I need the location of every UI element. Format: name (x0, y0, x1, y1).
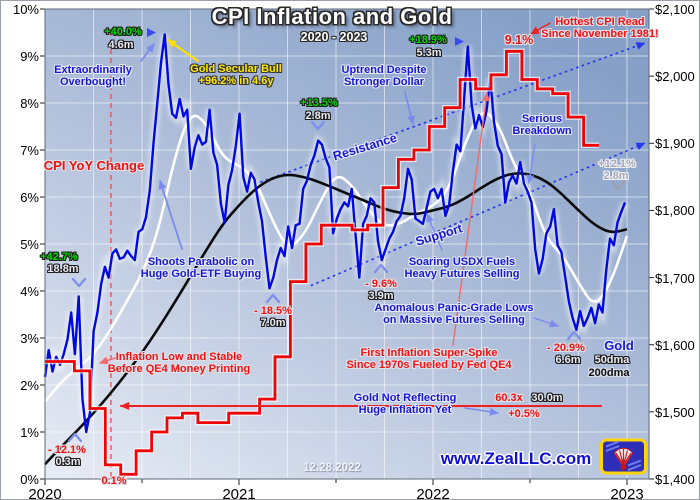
trendline-support (310, 142, 646, 287)
gold-200dma-line (44, 172, 628, 466)
chart-title: CPI Inflation and Gold (211, 4, 453, 29)
watermark-url[interactable]: www.ZealLLC.com (440, 449, 592, 468)
arrow-super-spike (452, 92, 490, 346)
arrow-overbought-to-peak (140, 43, 155, 62)
zeal-logo (600, 438, 647, 475)
arrow-not-reflecting (464, 407, 499, 416)
chevron-down-icon (71, 277, 87, 288)
arrow-right-icon (455, 37, 464, 46)
arrow-hottest-to-peak (530, 22, 551, 35)
chevron-up-icon (566, 330, 582, 341)
axis-ticks (40, 8, 654, 485)
plot-border (44, 8, 650, 480)
arrow-right-icon (147, 28, 156, 37)
arrow-parabolic (158, 180, 183, 250)
chevron-down-icon (610, 180, 626, 191)
chevron-up-icon (373, 263, 389, 274)
chart-subtitle: 2020 - 2023 (300, 30, 368, 44)
arrow-uptrend-to-resistance (404, 91, 415, 125)
chevron-down-icon (310, 120, 326, 131)
watermark-date: 12.28.2022 (303, 462, 361, 474)
arrow-secular-bull-to-peak (166, 38, 200, 63)
chevron-up-icon (67, 432, 83, 443)
trend-channel-lines (110, 31, 646, 479)
arrow-low-stable (99, 356, 119, 365)
arrow-breakdown (526, 143, 536, 184)
annotation-arrows (67, 22, 626, 443)
arrow-panic-lows (533, 317, 559, 328)
cpi-line (45, 49, 599, 476)
arrow-usdx-selling (426, 213, 443, 251)
chevron-up-icon (265, 293, 281, 304)
data-series (41, 33, 629, 478)
